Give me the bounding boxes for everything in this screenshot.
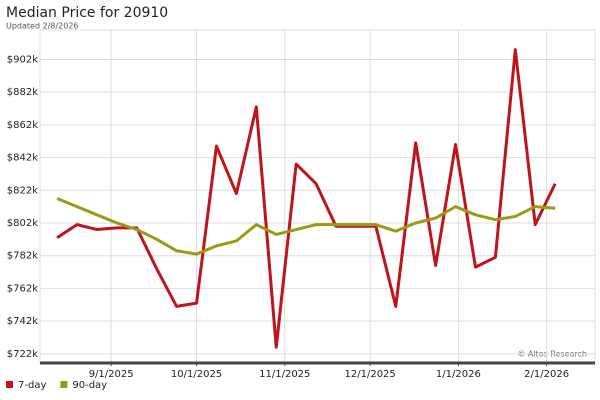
y-tick-label: $742k	[7, 316, 38, 327]
x-tick-label: 9/1/2025	[89, 369, 134, 380]
x-tick-label: 11/1/2025	[259, 369, 310, 380]
y-tick-label: $822k	[7, 185, 38, 196]
y-tick-label: $802k	[7, 218, 38, 229]
series-line	[56, 197, 556, 256]
legend-swatch	[6, 381, 13, 388]
legend-swatch	[60, 381, 68, 388]
legend-label: 90-day	[72, 380, 107, 391]
x-tick-label: 2/1/2026	[524, 369, 569, 380]
chart-subtitle: Updated 2/8/2026	[6, 22, 79, 31]
series-line	[56, 48, 557, 349]
y-tick-label: $902k	[7, 54, 38, 65]
chart-title: Median Price for 20910	[6, 5, 168, 21]
x-tick-label: 12/1/2025	[345, 369, 396, 380]
y-tick-label: $842k	[7, 153, 38, 164]
x-tick-label: 1/1/2026	[436, 369, 481, 380]
y-tick-label: $722k	[7, 349, 38, 360]
legend-label: 7-day	[18, 380, 46, 391]
y-tick-label: $782k	[7, 251, 38, 262]
y-tick-label: $862k	[7, 120, 38, 131]
x-tick-label: 10/1/2025	[171, 369, 222, 380]
y-tick-label: $762k	[7, 283, 38, 294]
y-tick-label: $882k	[7, 87, 38, 98]
